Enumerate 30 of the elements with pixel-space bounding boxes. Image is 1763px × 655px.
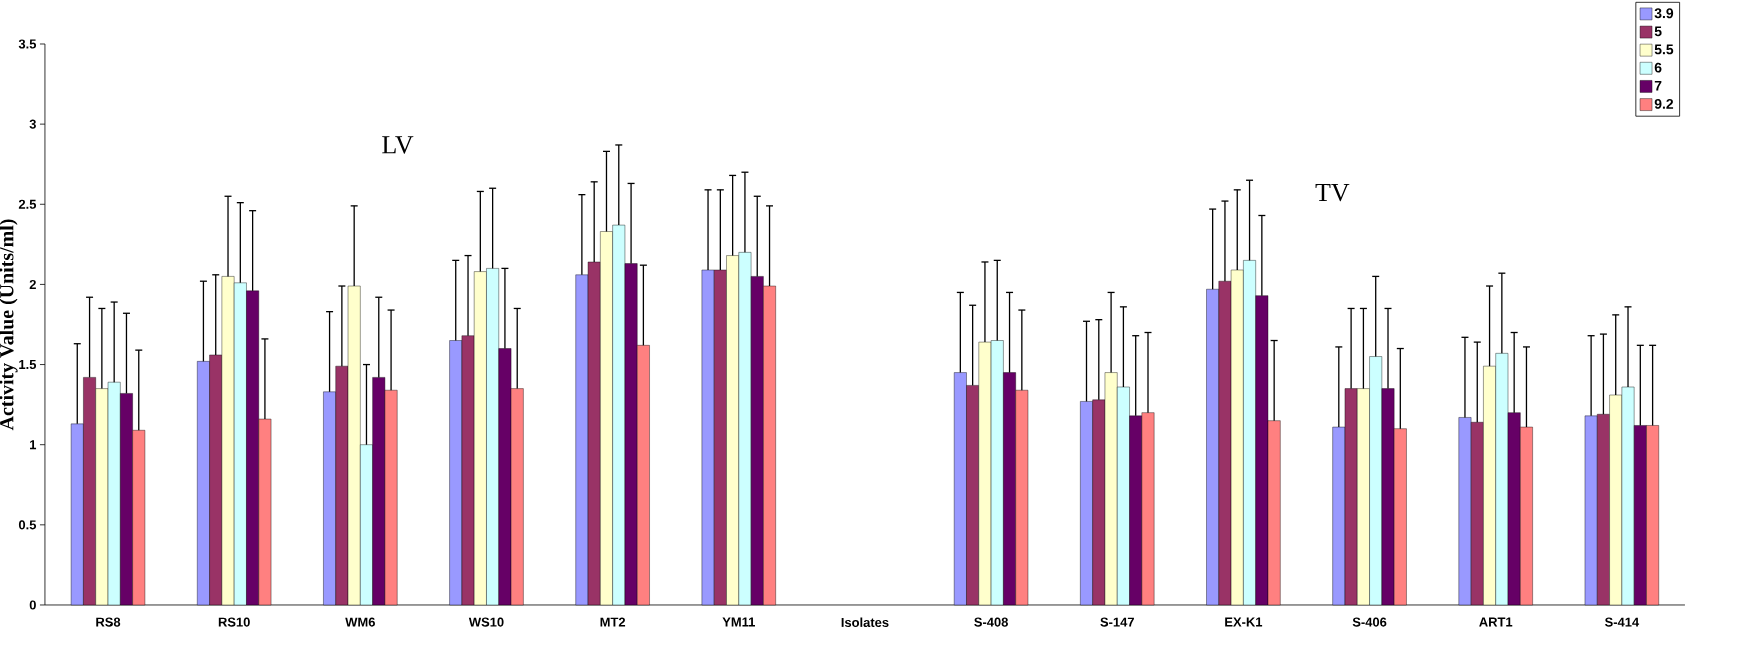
x-tick-label: YM11 [722, 617, 755, 627]
legend-label: 7 [1654, 80, 1662, 91]
x-tick-label: RS10 [218, 617, 250, 627]
y-tick-label: 2 [29, 279, 36, 289]
x-tick-label: WS10 [468, 617, 504, 627]
x-tick-label: S-147 [1100, 617, 1134, 627]
x-tick-label: S-414 [1604, 617, 1640, 627]
y-axis-title: Activity Value (Units/ml) [0, 219, 18, 431]
legend-label: 3.9 [1654, 8, 1674, 19]
y-tick-label: 2.5 [18, 199, 37, 209]
x-tick-label: S-406 [1352, 617, 1387, 627]
y-tick-label: 0.5 [18, 520, 37, 530]
legend-label: 5.5 [1654, 44, 1674, 55]
y-tick-label: 3.5 [18, 39, 37, 49]
legend-label: 5 [1654, 26, 1662, 37]
y-tick-label: 1 [30, 440, 37, 450]
x-tick-label: MT2 [600, 617, 626, 627]
x-tick-label: S-408 [974, 617, 1008, 627]
x-tick-label: EX-K1 [1225, 617, 1263, 627]
x-tick-label: WM6 [345, 617, 375, 627]
y-tick-label: 3 [29, 119, 36, 129]
legend-label: 6 [1654, 62, 1662, 73]
x-tick-label: ART1 [1479, 617, 1513, 627]
x-tick-label: RS8 [96, 617, 121, 627]
x-tick-label: Isolates [841, 617, 889, 628]
annotation: TV [1315, 183, 1350, 202]
y-tick-label: 0 [29, 600, 36, 610]
legend-label: 9.2 [1654, 98, 1674, 109]
annotation: LV [382, 136, 414, 154]
y-tick-label: 1.5 [19, 360, 37, 370]
